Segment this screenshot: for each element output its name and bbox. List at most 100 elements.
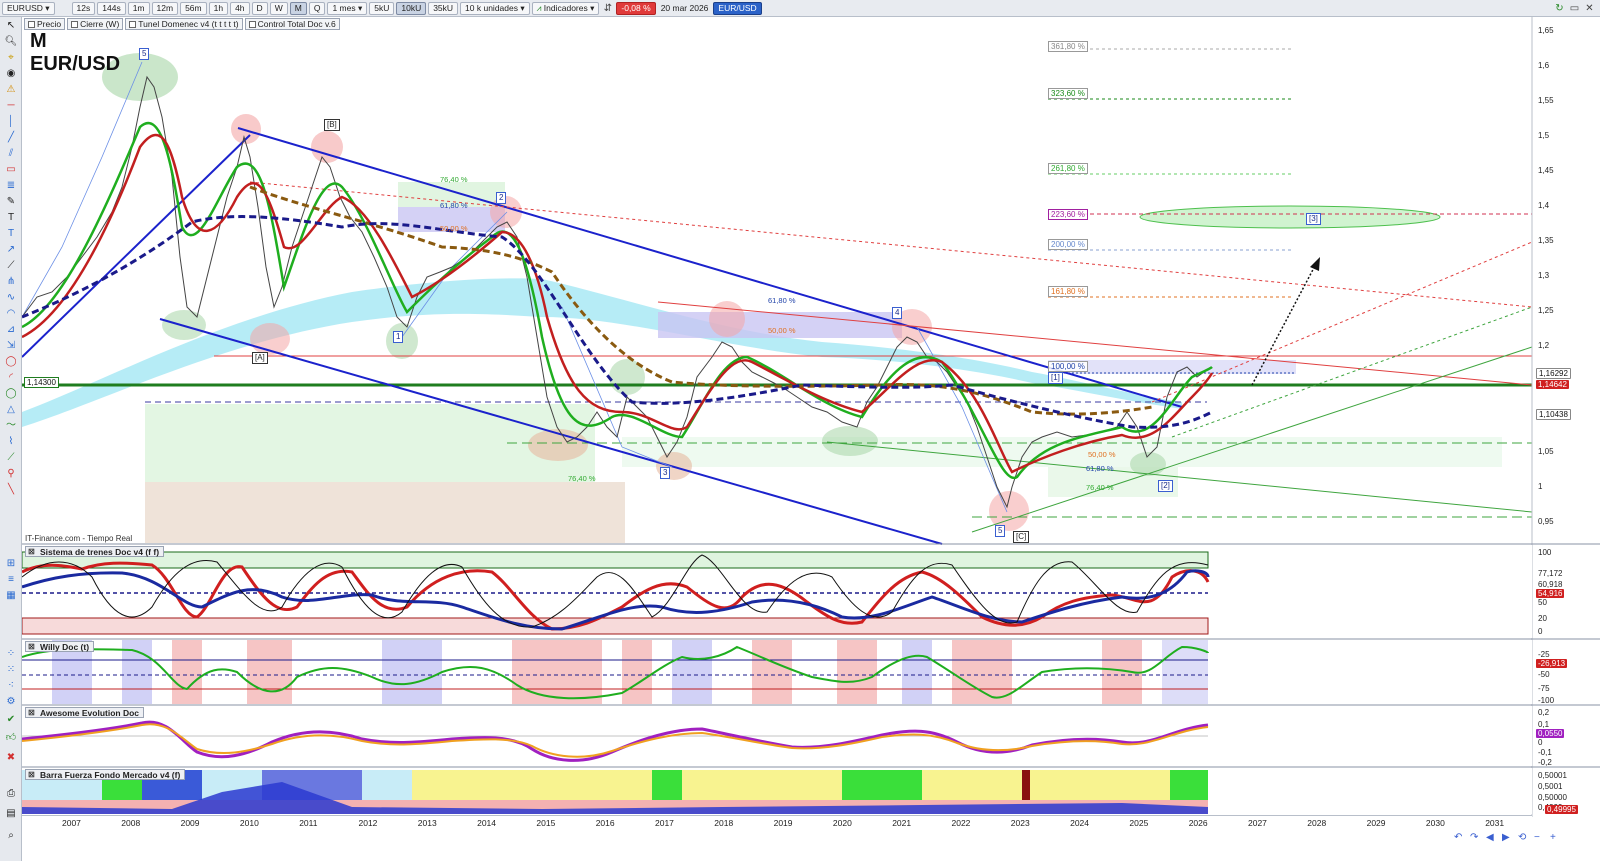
layers-icon[interactable]: ≡ xyxy=(8,574,14,585)
rectangle-icon[interactable]: ▭ xyxy=(6,164,16,175)
legend-control[interactable]: Control Total Doc v.6 xyxy=(244,18,340,30)
settings-icon[interactable]: ⚙ xyxy=(6,696,16,707)
legend-control-label: Control Total Doc v.6 xyxy=(257,19,336,29)
undo-icon[interactable]: ↶ xyxy=(1454,832,1463,843)
wave-icon[interactable]: ∿ xyxy=(6,292,16,303)
legend-tunel[interactable]: Tunel Domenec v4 (t t t t t) xyxy=(125,18,243,30)
scroll-right-icon[interactable]: ▶ xyxy=(1502,832,1510,843)
close-panel-icon[interactable]: ⊠ xyxy=(28,642,35,651)
ray-icon[interactable]: ⟋ xyxy=(7,260,15,271)
symbol-selector[interactable]: EURUSD ▾ xyxy=(2,1,55,15)
lock-icon[interactable]: ⚲ xyxy=(7,468,15,479)
save-icon[interactable]: ▤ xyxy=(6,808,16,819)
hline-icon[interactable]: ─ xyxy=(7,100,15,111)
close-panel-icon[interactable]: ⊠ xyxy=(28,770,35,779)
attach-icon[interactable]: ⌕ xyxy=(8,830,14,841)
fib-label-50-2014: 50,00 % xyxy=(440,224,468,233)
maximize-icon[interactable]: ▭ xyxy=(1569,2,1580,14)
spacer-icon xyxy=(57,2,70,15)
price-chart-canvas[interactable] xyxy=(22,17,1600,817)
legend-checkbox[interactable] xyxy=(129,21,137,28)
legend-checkbox[interactable] xyxy=(71,21,79,28)
year-label: 2011 xyxy=(299,818,318,828)
panel-title-willy[interactable]: ⊠ Willy Doc (t) xyxy=(25,641,95,652)
tf-4h[interactable]: 4h xyxy=(230,1,250,15)
eye-icon[interactable]: ◉ xyxy=(6,68,16,79)
pitchfork-icon[interactable]: ⋔ xyxy=(6,276,16,287)
symbol-label: EURUSD xyxy=(7,2,43,13)
tf-12m[interactable]: 12m xyxy=(151,1,179,15)
legend-close[interactable]: Cierre (W) xyxy=(67,18,124,30)
close-icon[interactable]: ✕ xyxy=(1585,2,1594,14)
vline-icon[interactable]: │ xyxy=(7,116,15,127)
reset-icon[interactable]: ⟲ xyxy=(1518,832,1527,843)
zoom-out-icon[interactable]: − xyxy=(1534,832,1540,843)
time-axis[interactable] xyxy=(22,815,1532,829)
panel-title-awesome[interactable]: ⊠ Awesome Evolution Doc xyxy=(25,707,145,718)
layout-icon[interactable]: ⊞ xyxy=(6,558,16,569)
polyline-icon[interactable]: 〜 xyxy=(6,420,16,431)
alert-icon[interactable]: ⚠ xyxy=(6,84,16,95)
tf-w[interactable]: W xyxy=(269,1,288,15)
compare-icon[interactable]: ⇵ xyxy=(603,2,613,14)
grid-icon[interactable]: ▦ xyxy=(6,590,16,601)
tf-m[interactable]: M xyxy=(289,1,307,15)
close-panel-icon[interactable]: ⊠ xyxy=(28,708,35,717)
panel-title-trenes[interactable]: ⊠ Sistema de trenes Doc v4 (f f) xyxy=(25,546,165,557)
check-icon[interactable]: ✔ xyxy=(6,714,16,725)
legend-price[interactable]: Precio xyxy=(24,18,66,30)
thumbs-up-icon[interactable]: 👍︎ xyxy=(5,732,17,743)
indicators-button[interactable]: ⩘ Indicadores ▾ xyxy=(531,1,600,15)
year-label: 2024 xyxy=(1070,818,1090,828)
vol-35ku[interactable]: 35kU xyxy=(428,1,459,15)
sparkle-icon[interactable]: ⁘ xyxy=(6,648,16,659)
regression-icon[interactable]: ⟋ xyxy=(7,452,15,463)
magnet-icon[interactable]: ⌖ xyxy=(8,52,14,63)
tf-144s[interactable]: 144s xyxy=(97,1,126,15)
scatter-icon[interactable]: ⁖ xyxy=(8,680,14,691)
tf-q[interactable]: Q xyxy=(308,1,326,15)
year-label: 2023 xyxy=(1010,818,1030,828)
gann-icon[interactable]: ⊿ xyxy=(6,324,16,335)
arc-icon[interactable]: ◜ xyxy=(9,372,13,383)
close-panel-icon[interactable]: ⊠ xyxy=(28,547,35,556)
legend-checkbox[interactable] xyxy=(28,21,35,28)
path-icon[interactable]: ⌇ xyxy=(8,436,14,447)
arrow-icon[interactable]: ↗ xyxy=(6,244,16,255)
zoom-in-icon[interactable]: + xyxy=(1550,832,1556,843)
vol-10ku[interactable]: 10kU xyxy=(396,1,427,15)
price-tick: 1,2 xyxy=(1538,341,1550,350)
vol-5ku[interactable]: 5kU xyxy=(369,1,395,15)
panel-title-barra[interactable]: ⊠ Barra Fuerza Fondo Mercado v4 (f) xyxy=(25,769,186,780)
year-label: 2020 xyxy=(832,818,852,828)
scroll-left-icon[interactable]: ◀ xyxy=(1486,832,1494,843)
tf-56m[interactable]: 56m xyxy=(180,1,207,15)
dots-icon[interactable]: ⁙ xyxy=(6,664,16,675)
tf-12s[interactable]: 12s xyxy=(71,1,96,15)
pencil-icon[interactable]: ✎ xyxy=(6,196,16,207)
text-icon[interactable]: T xyxy=(7,212,15,223)
label-icon[interactable]: T xyxy=(7,228,15,239)
ellipse-icon[interactable]: ◯ xyxy=(5,356,17,367)
zoom-icon[interactable]: 🔍︎ xyxy=(4,36,18,47)
legend-checkbox[interactable] xyxy=(248,21,256,28)
tf-1h[interactable]: 1h xyxy=(208,1,229,15)
circle-icon[interactable]: ◯ xyxy=(5,388,17,399)
tf-1m[interactable]: 1m xyxy=(127,1,150,15)
units-selector[interactable]: 10 k unidades ▾ xyxy=(460,1,530,15)
pen-red-icon[interactable]: ╲ xyxy=(7,484,15,495)
delete-icon[interactable]: ✖ xyxy=(6,752,16,763)
redo-icon[interactable]: ↷ xyxy=(1470,832,1479,843)
triangle-icon[interactable]: △ xyxy=(7,404,15,415)
trendline-icon[interactable]: ╱ xyxy=(7,132,15,143)
cursor-icon[interactable]: ↖ xyxy=(6,20,16,31)
tf-d[interactable]: D xyxy=(251,1,268,15)
print-icon[interactable]: ⎙ xyxy=(7,788,15,799)
panel2-tick: -50 xyxy=(1538,670,1550,679)
refresh-icon[interactable]: ↻ xyxy=(1555,2,1564,14)
fibonacci-icon[interactable]: ≣ xyxy=(6,180,16,191)
measure-icon[interactable]: ⇲ xyxy=(6,340,16,351)
cycle-icon[interactable]: ◠ xyxy=(6,308,16,319)
channel-icon[interactable]: ⫽ xyxy=(8,148,14,159)
period-selector[interactable]: 1 mes ▾ xyxy=(327,1,368,15)
